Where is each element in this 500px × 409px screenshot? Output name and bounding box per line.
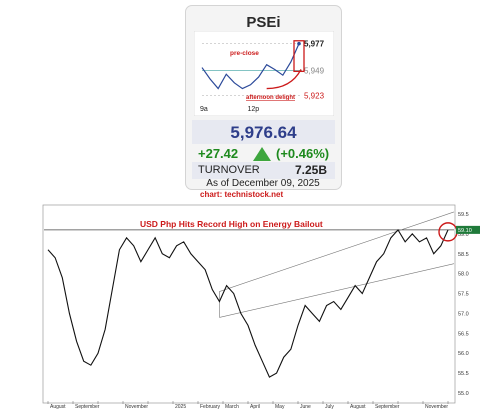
psei-ticker-card: PSEi 5,977 5,949 5,923 9a 12p pre-close after… [185, 5, 342, 190]
xtick-label: August [50, 404, 66, 409]
as-of-date: As of December 09, 2025 [206, 178, 320, 189]
xtick-label: April [250, 404, 260, 409]
pre-close-highlight-box [293, 40, 305, 73]
usdphp-price-line [47, 228, 449, 378]
channel-upper-line [219, 211, 455, 292]
ytick-label: 59.5 [458, 212, 469, 218]
up-arrow-icon [253, 147, 271, 161]
last-value-label: 59.10 [458, 228, 472, 234]
ytick-label: 59.0 [458, 232, 469, 238]
mini-ytick: 5,977 [304, 40, 325, 49]
afternoon-arc [266, 69, 302, 90]
turnover-row: TURNOVER 7.25B [192, 162, 335, 179]
intraday-chart: 5,977 5,949 5,923 9a 12p pre-close afternoon … [194, 31, 334, 116]
channel-lower-line [219, 263, 455, 318]
xtick-label: March [225, 404, 239, 409]
chart-credit: chart: technistock.net [200, 190, 284, 199]
change-absolute: +27.42 [198, 146, 239, 161]
mini-xtick: 9a [200, 106, 208, 113]
annotation-pre-close: pre-close [230, 50, 259, 57]
ytick-label: 55.5 [458, 371, 469, 377]
xtick-label: June [300, 404, 311, 409]
annotation-afternoon-delight: afternoon delight [246, 95, 295, 101]
last-value-badge [456, 225, 480, 234]
ytick-label: 56.0 [458, 351, 469, 357]
xtick-label: August [350, 404, 366, 409]
mini-ytick: 5,923 [304, 91, 325, 100]
ytick-label: 57.5 [458, 292, 469, 298]
xtick-label: September [75, 404, 100, 409]
change-row: +27.42 (+0.46%) [192, 145, 335, 165]
xtick-label: July [325, 404, 334, 409]
ytick-label: 58.5 [458, 252, 469, 258]
ytick-label: 55.0 [458, 391, 469, 397]
mini-ytick: 5,949 [304, 66, 325, 75]
mini-last-point [297, 41, 301, 46]
card-title: PSEi [246, 14, 281, 31]
mini-price-line [201, 43, 300, 90]
chart-title: USD Php Hits Record High on Energy Bailo… [140, 219, 323, 229]
xtick-label: November [125, 404, 148, 409]
change-percent: (+0.46%) [276, 146, 330, 161]
xtick-label: February [200, 404, 221, 409]
xtick-label: September [375, 404, 400, 409]
turnover-label: TURNOVER [198, 164, 260, 176]
xtick-label: 2025 [175, 404, 186, 409]
ytick-label: 58.0 [458, 272, 469, 278]
ytick-label: 57.0 [458, 311, 469, 317]
mini-xtick: 12p [248, 106, 260, 113]
last-price: 5,976.64 [230, 123, 297, 142]
xtick-label: November [425, 404, 448, 409]
turnover-value: 7.25B [294, 163, 327, 177]
price-box: 5,976.64 [192, 120, 335, 144]
usdphp-chart: 59.5 59.0 58.5 58.0 57.5 57.0 56.5 56.0 55.5 55.0… [42, 204, 480, 409]
xtick-label: May [275, 404, 285, 409]
ytick-label: 56.5 [458, 331, 469, 337]
